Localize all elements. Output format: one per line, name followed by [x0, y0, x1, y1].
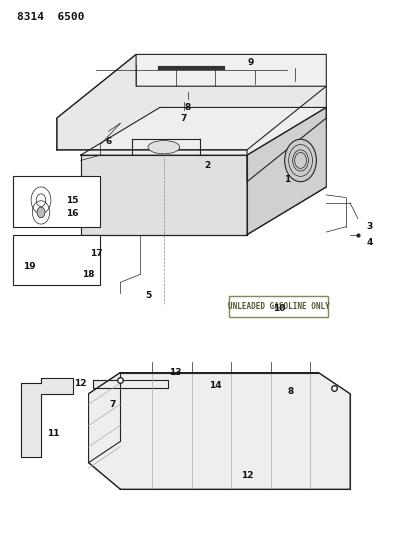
- Polygon shape: [21, 378, 73, 457]
- Text: 12: 12: [74, 378, 87, 387]
- Circle shape: [37, 207, 45, 217]
- Polygon shape: [93, 381, 168, 389]
- Polygon shape: [81, 108, 326, 155]
- Text: 7: 7: [109, 400, 116, 409]
- Bar: [13, 176, 101, 227]
- Text: 7: 7: [180, 114, 187, 123]
- Text: 9: 9: [248, 58, 254, 67]
- Text: 6: 6: [105, 138, 111, 147]
- Text: 16: 16: [67, 209, 79, 218]
- Circle shape: [285, 139, 316, 182]
- Text: 8: 8: [184, 103, 191, 112]
- Text: 8: 8: [288, 386, 294, 395]
- Polygon shape: [247, 108, 326, 235]
- Text: 17: 17: [90, 249, 103, 258]
- Polygon shape: [81, 155, 247, 235]
- Text: 3: 3: [367, 222, 373, 231]
- Polygon shape: [57, 54, 326, 182]
- Text: 15: 15: [67, 196, 79, 205]
- Polygon shape: [89, 373, 350, 489]
- Text: UNLEADED GASOLINE ONLY: UNLEADED GASOLINE ONLY: [228, 302, 330, 311]
- Polygon shape: [57, 54, 326, 150]
- Text: 5: 5: [145, 291, 151, 300]
- Text: 19: 19: [23, 262, 36, 271]
- Text: 18: 18: [82, 270, 95, 279]
- Text: 1: 1: [284, 174, 290, 183]
- Ellipse shape: [148, 141, 180, 154]
- Text: 13: 13: [170, 368, 182, 377]
- Text: 2: 2: [204, 161, 211, 170]
- Text: 14: 14: [209, 381, 222, 390]
- Text: 12: 12: [241, 471, 253, 480]
- Bar: [229, 296, 328, 317]
- Text: 10: 10: [273, 304, 285, 313]
- Bar: [13, 235, 101, 285]
- Text: 8314  6500: 8314 6500: [17, 12, 85, 22]
- Text: 11: 11: [47, 429, 59, 438]
- Text: 4: 4: [367, 238, 373, 247]
